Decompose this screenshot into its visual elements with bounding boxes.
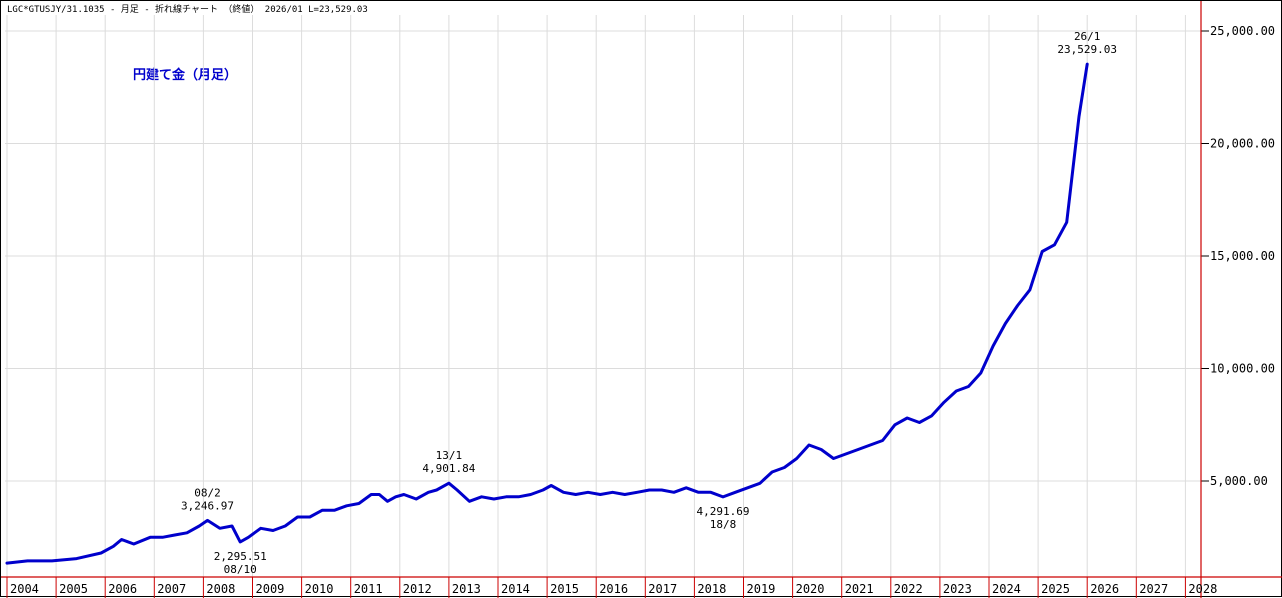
series-line <box>5 62 1089 565</box>
annotation-date-label: 08/2 <box>194 486 221 499</box>
x-tick-label: 2014 <box>501 582 530 596</box>
x-tick-label: 2024 <box>992 582 1021 596</box>
y-tick-label: 20,000.00 <box>1210 137 1275 151</box>
grid-lines <box>5 15 1209 598</box>
x-tick-label: 2028 <box>1188 582 1217 596</box>
y-tick-label: 25,000.00 <box>1210 24 1275 38</box>
x-axis-ticks: 2004 2005 2006 2007 2008 2009 2010 2011 2012 2013… <box>10 582 1217 596</box>
chart-header: LGC*GTUSJY/31.1035 - 月足 - 折れ線チャート （終値） 2… <box>7 3 368 15</box>
x-tick-label: 2022 <box>894 582 923 596</box>
x-tick-label: 2019 <box>747 582 776 596</box>
x-tick-label: 2013 <box>452 582 481 596</box>
x-tick-label: 2020 <box>796 582 825 596</box>
x-tick-label: 2027 <box>1139 582 1168 596</box>
x-tick-label: 2009 <box>256 582 285 596</box>
x-tick-label: 2004 <box>10 582 39 596</box>
y-tick-label: 5,000.00 <box>1210 474 1268 488</box>
x-tick-label: 2017 <box>648 582 677 596</box>
annotation-value-label: 23,529.03 <box>1057 43 1117 56</box>
x-tick-label: 2006 <box>108 582 137 596</box>
annotation-value-label: 3,246.97 <box>181 499 234 512</box>
y-tick-label: 15,000.00 <box>1210 249 1275 263</box>
chart-title: 円建て金（月足） <box>133 67 237 83</box>
x-tick-label: 2010 <box>305 582 334 596</box>
annotation-date-label: 18/8 <box>710 518 737 531</box>
x-tick-label: 2012 <box>403 582 432 596</box>
x-tick-label: 2018 <box>697 582 726 596</box>
annotation-date-label: 08/10 <box>224 563 257 576</box>
x-tick-label: 2025 <box>1041 582 1070 596</box>
x-tick-label: 2015 <box>550 582 579 596</box>
annotation-value-label: 4,291.69 <box>697 505 750 518</box>
x-tick-label: 2023 <box>943 582 972 596</box>
y-axis-ticks: 5,000.00 10,000.00 15,000.00 20,000.00 25,00… <box>1210 24 1275 488</box>
x-tick-label: 2007 <box>157 582 186 596</box>
x-tick-label: 2021 <box>845 582 874 596</box>
annotation-value-label: 2,295.51 <box>214 550 267 563</box>
y-tick-label: 10,000.00 <box>1210 362 1275 376</box>
x-tick-label: 2005 <box>59 582 88 596</box>
x-tick-label: 2016 <box>599 582 628 596</box>
x-tick-label: 2011 <box>354 582 383 596</box>
annotation-value-label: 4,901.84 <box>422 462 475 475</box>
annotation-date-label: 26/1 <box>1074 30 1101 43</box>
x-tick-label: 2008 <box>206 582 235 596</box>
annotation-date-label: 13/1 <box>436 449 463 462</box>
x-tick-label: 2026 <box>1090 582 1119 596</box>
